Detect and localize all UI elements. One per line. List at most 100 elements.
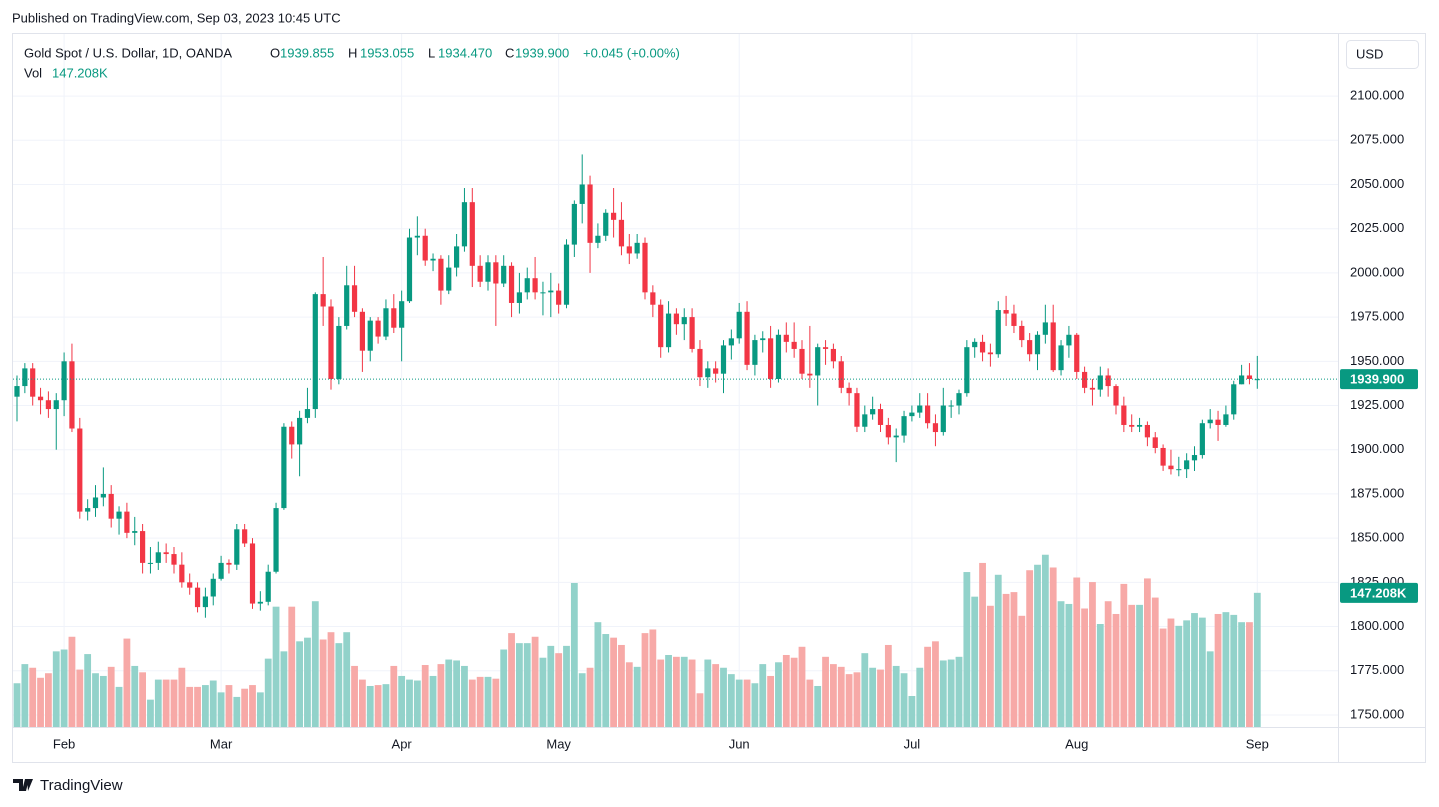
volume-bar xyxy=(1096,624,1104,727)
candle-body xyxy=(956,393,962,406)
candle-body xyxy=(618,219,625,247)
volume-bar xyxy=(492,678,500,727)
volume-bar xyxy=(971,596,979,727)
volume-bar xyxy=(1159,628,1167,727)
volume-bar xyxy=(343,632,351,727)
volume-bar xyxy=(92,673,99,727)
volume-bar xyxy=(735,679,743,727)
candle-body xyxy=(705,368,711,378)
volume-bar xyxy=(366,685,374,727)
volume-bar xyxy=(390,665,398,727)
candle-body xyxy=(226,562,232,565)
volume-bar xyxy=(1151,597,1159,727)
volume-bar xyxy=(657,659,665,727)
volume-bar xyxy=(1010,592,1018,727)
candle-body xyxy=(673,313,679,325)
candle-body xyxy=(202,596,208,608)
candle-body xyxy=(877,409,884,425)
candle-body xyxy=(783,334,789,342)
candle-body xyxy=(665,313,672,348)
volume-bar xyxy=(767,675,774,727)
x-tick-label: Mar xyxy=(210,736,233,751)
candle-body xyxy=(304,409,311,418)
last-price-badge xyxy=(1340,369,1418,390)
volume-bar xyxy=(947,659,955,727)
volume-bar xyxy=(1144,578,1151,727)
volume-bar xyxy=(1206,651,1214,727)
volume-bar xyxy=(327,632,335,727)
volume-bar xyxy=(1002,593,1010,727)
volume-bar xyxy=(775,662,782,727)
x-tick-label: Jul xyxy=(904,736,921,751)
y-tick-label: 1875.000 xyxy=(1350,485,1404,500)
volume-bar xyxy=(1238,622,1245,727)
volume-bar xyxy=(625,662,633,727)
candle-body xyxy=(265,571,271,602)
candle-body xyxy=(1042,322,1048,335)
candle-body xyxy=(689,317,695,349)
candle-body xyxy=(367,320,373,351)
currency-button[interactable] xyxy=(1346,40,1419,69)
volume-bar xyxy=(1136,604,1143,727)
candle-body xyxy=(422,235,428,261)
plot xyxy=(13,154,1338,727)
candle-body xyxy=(30,368,36,397)
candle-body xyxy=(171,554,177,565)
candle-body xyxy=(736,311,742,339)
legend-value: 1953.055 xyxy=(360,45,414,60)
candle-body xyxy=(1074,334,1080,372)
candle-body xyxy=(359,311,365,351)
volume-bar xyxy=(516,643,523,727)
volume-bar xyxy=(233,696,241,727)
candle-body xyxy=(1034,334,1041,355)
volume-bar xyxy=(217,692,225,727)
candle-body xyxy=(375,320,381,337)
candle-body xyxy=(532,278,538,293)
volume-bar xyxy=(476,676,484,727)
candle-body xyxy=(563,244,570,305)
volume-bar xyxy=(21,664,29,727)
candle-body xyxy=(124,511,130,533)
y-tick-label: 1925.000 xyxy=(1350,397,1404,412)
change-label: +0.045 (+0.00%) xyxy=(583,45,680,60)
volume-bar xyxy=(743,679,751,727)
candle-body xyxy=(925,405,931,424)
volume-bar xyxy=(288,606,296,727)
volume-bar xyxy=(256,692,264,727)
volume-bar xyxy=(437,664,445,727)
volume-bar xyxy=(751,683,759,727)
volume-bar xyxy=(987,605,994,727)
y-tick-label: 1900.000 xyxy=(1350,441,1404,456)
volume-bar xyxy=(249,685,256,727)
candle-body xyxy=(210,578,216,597)
candle-body xyxy=(728,338,734,346)
volume-bar xyxy=(932,641,939,727)
volume-bar xyxy=(225,685,233,727)
volume-bar xyxy=(641,633,649,727)
candle-body xyxy=(571,203,577,245)
volume-bar xyxy=(1246,622,1253,727)
y-tick-label: 2075.000 xyxy=(1350,132,1404,147)
volume-bar xyxy=(241,688,249,727)
volume-bar xyxy=(822,656,829,727)
candle-body xyxy=(194,587,201,608)
volume-bar xyxy=(1120,583,1128,727)
candle-body xyxy=(37,396,44,401)
volume-bar xyxy=(618,644,625,727)
candle-body xyxy=(744,311,750,365)
volume-bar xyxy=(1049,567,1057,727)
y-tick-label: 1975.000 xyxy=(1350,309,1404,324)
candle-body xyxy=(297,417,303,445)
y-tick-label: 2025.000 xyxy=(1350,220,1404,235)
currency-label[interactable]: USD xyxy=(1356,46,1383,61)
volume-bar xyxy=(1065,603,1073,727)
volume-bar xyxy=(99,675,107,727)
volume-bar xyxy=(374,685,382,727)
candle-body xyxy=(257,601,263,604)
candle-body xyxy=(1144,424,1150,438)
candle-body xyxy=(430,258,436,261)
legend-value: 1939.900 xyxy=(515,45,569,60)
x-tick-label: Aug xyxy=(1065,736,1088,751)
candle-body xyxy=(1246,375,1253,379)
candle-body xyxy=(1089,387,1096,390)
